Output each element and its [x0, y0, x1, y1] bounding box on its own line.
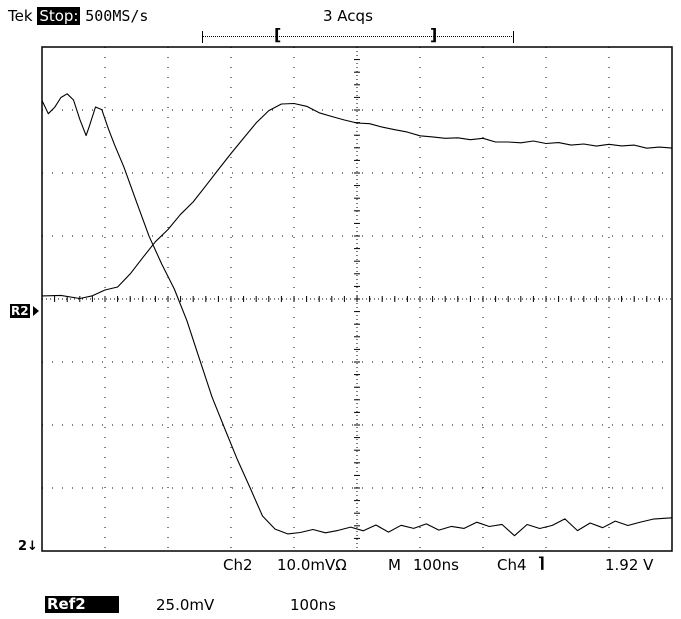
- acquisition-count: 3 Acqs: [323, 7, 373, 25]
- ch2-scale: 10.0mVΩ: [277, 556, 347, 574]
- down-arrow-icon: ↓: [27, 539, 38, 554]
- ref2-timebase: 100ns: [290, 596, 336, 614]
- brand-label: Tek: [8, 7, 33, 25]
- bracket-right: ]: [430, 25, 438, 44]
- bracket-left: [: [274, 25, 282, 44]
- trigger-level: 1.92 V: [605, 556, 654, 574]
- ref2-marker: R2: [10, 304, 30, 318]
- record-position-indicator: [ ]: [202, 25, 514, 45]
- falling-edge-icon: ⌉: [538, 554, 545, 572]
- ref2-label: Ref2: [45, 596, 119, 613]
- ref2-marker-arrow-icon: [33, 306, 39, 316]
- waveform-trace-2: [41, 102, 673, 300]
- timebase-label: M: [388, 556, 401, 574]
- ch2-label: Ch2: [223, 556, 253, 574]
- status-bar: Tek Stop: 500MS/s: [8, 7, 148, 25]
- graticule: [41, 46, 673, 552]
- ch2-ground-marker: 2↓: [18, 539, 38, 554]
- sample-rate: 500MS/s: [85, 7, 149, 25]
- ref2-scale: 25.0mV: [156, 596, 215, 614]
- timebase-value: 100ns: [413, 556, 459, 574]
- trigger-source: Ch4: [497, 556, 527, 574]
- waveform-trace-1: [41, 93, 673, 537]
- run-state-badge: Stop:: [37, 7, 81, 25]
- waveform-traces: [41, 93, 673, 537]
